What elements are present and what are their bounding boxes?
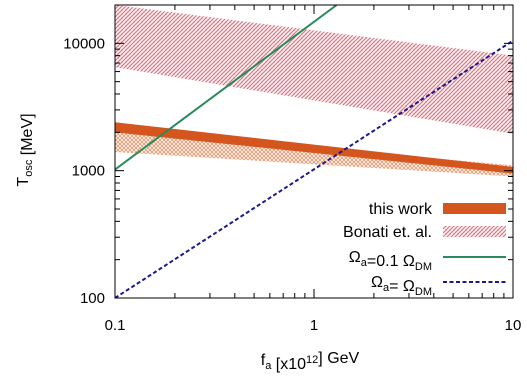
x-axis-label: fa [x1012] GeV [261,350,360,373]
y-tick-label: 100 [80,290,105,307]
legend-swatch-this-work [443,203,506,214]
series-band-this-work [115,122,513,174]
plot-area [115,5,513,298]
series-band-bonati [115,5,513,134]
y-axis-label: Tosc [MeV] [15,113,36,186]
legend-swatch-bonati [443,226,506,237]
x-tick-label: 10 [505,317,522,334]
legend-label-bonati: Bonati et. al. [343,224,432,241]
series-line-omega-0-1 [115,5,338,171]
x-tick-label: 0.1 [105,317,126,334]
axis-ticks [114,4,514,299]
legend-label-omega01: Ωa=0.1 ΩDM [349,249,432,273]
legend-label-this-work: this work [369,201,433,218]
series-line-omega-1 [115,39,513,298]
y-tick-label: 10000 [63,35,105,52]
y-tick-label: 1000 [72,163,105,180]
axis-tick-labels: 0.1 1 10 100 1000 10000 [63,35,521,334]
legend-label-omega1: Ωa= ΩDM [371,274,432,298]
x-tick-label: 1 [310,317,318,334]
